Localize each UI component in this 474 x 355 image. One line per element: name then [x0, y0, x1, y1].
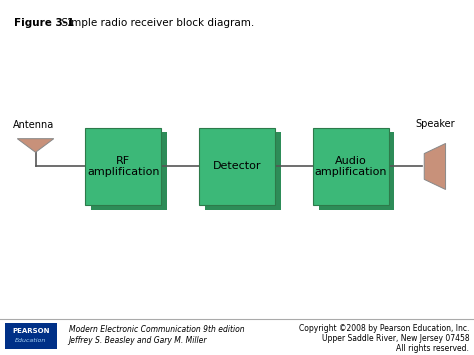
Text: Copyright ©2008 by Pearson Education, Inc.: Copyright ©2008 by Pearson Education, In… [299, 324, 469, 333]
Text: PEARSON: PEARSON [12, 328, 50, 334]
Text: Jeffrey S. Beasley and Gary M. Miller: Jeffrey S. Beasley and Gary M. Miller [69, 336, 207, 345]
Text: Audio
amplification: Audio amplification [315, 156, 387, 177]
Text: All rights reserved.: All rights reserved. [396, 344, 469, 353]
Text: Antenna: Antenna [12, 120, 54, 130]
Text: Upper Saddle River, New Jersey 07458: Upper Saddle River, New Jersey 07458 [322, 334, 469, 343]
Polygon shape [18, 139, 54, 152]
Text: RF
amplification: RF amplification [87, 156, 159, 177]
FancyBboxPatch shape [319, 132, 394, 210]
Text: Speaker: Speaker [415, 119, 455, 129]
Text: Figure 3-1: Figure 3-1 [14, 18, 74, 28]
Polygon shape [424, 143, 446, 190]
FancyBboxPatch shape [313, 127, 389, 206]
FancyBboxPatch shape [205, 132, 281, 210]
FancyBboxPatch shape [199, 127, 275, 206]
FancyBboxPatch shape [5, 323, 57, 349]
FancyBboxPatch shape [91, 132, 167, 210]
Text: Modern Electronic Communication 9th edition: Modern Electronic Communication 9th edit… [69, 325, 245, 334]
Text: Education: Education [15, 338, 46, 343]
Text: Simple radio receiver block diagram.: Simple radio receiver block diagram. [55, 18, 254, 28]
Text: Detector: Detector [213, 162, 261, 171]
FancyBboxPatch shape [85, 127, 161, 206]
